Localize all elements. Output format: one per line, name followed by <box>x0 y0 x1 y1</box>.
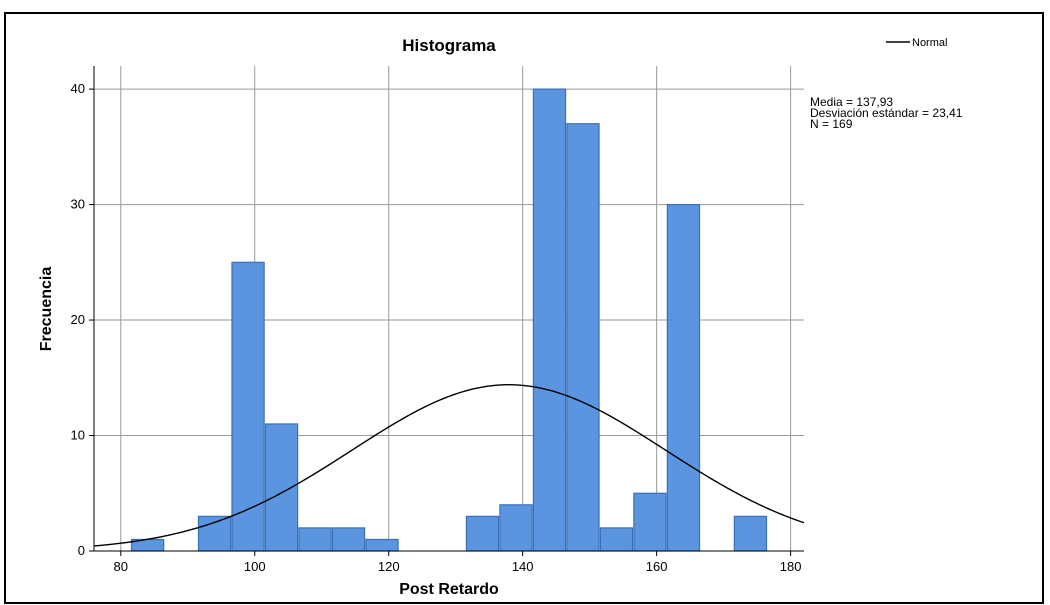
x-tick-label: 80 <box>114 559 128 574</box>
y-axis-ticks: 0 10 20 30 40 <box>71 81 94 558</box>
legend: Normal <box>886 37 947 49</box>
x-tick-label: 120 <box>378 559 400 574</box>
histogram-bar <box>298 527 332 552</box>
y-tick-label: 30 <box>71 197 85 212</box>
legend-normal-label: Normal <box>912 37 947 49</box>
x-tick-label: 180 <box>780 559 802 574</box>
histogram-bar <box>633 492 667 552</box>
histogram-bar <box>666 203 701 552</box>
histogram-chart: 80 100 120 140 160 180 0 10 20 30 40 Histograma P… <box>38 36 967 598</box>
x-axis-ticks: 80 100 120 140 160 180 <box>114 551 802 574</box>
histogram-bar <box>197 515 232 552</box>
normal-curve <box>93 384 805 547</box>
stat-mean: Media = 137,93 <box>810 95 893 109</box>
stat-std-dev: Desviación estándar = 23,41 <box>810 106 963 120</box>
histogram-bar <box>365 538 399 552</box>
histogram-bar <box>733 515 768 552</box>
x-tick-label: 140 <box>512 559 534 574</box>
y-tick-label: 0 <box>78 543 85 558</box>
y-tick-label: 10 <box>71 428 85 443</box>
histogram-bar <box>599 527 634 552</box>
histogram-bar <box>465 515 500 552</box>
y-tick-label: 20 <box>71 312 85 327</box>
histogram-bar <box>532 88 567 552</box>
histogram-bar <box>264 423 299 552</box>
x-axis-label: Post Retardo <box>399 581 499 598</box>
histogram-bar <box>231 261 265 552</box>
y-axis-label: Frecuencia <box>38 267 55 352</box>
histogram-bar <box>331 527 366 552</box>
x-tick-label: 100 <box>244 559 266 574</box>
stats-box: Media = 137,93 Desviación estándar = 23,… <box>810 93 967 131</box>
chart-title: Histograma <box>402 36 496 55</box>
histogram-bar <box>566 123 600 552</box>
histogram-bars <box>130 88 768 552</box>
histogram-bar <box>499 504 533 552</box>
chart-frame: 80 100 120 140 160 180 0 10 20 30 40 Histograma P… <box>4 12 1044 604</box>
stat-n: N = 169 <box>810 117 853 131</box>
x-tick-label: 160 <box>646 559 668 574</box>
y-tick-label: 40 <box>71 81 85 96</box>
